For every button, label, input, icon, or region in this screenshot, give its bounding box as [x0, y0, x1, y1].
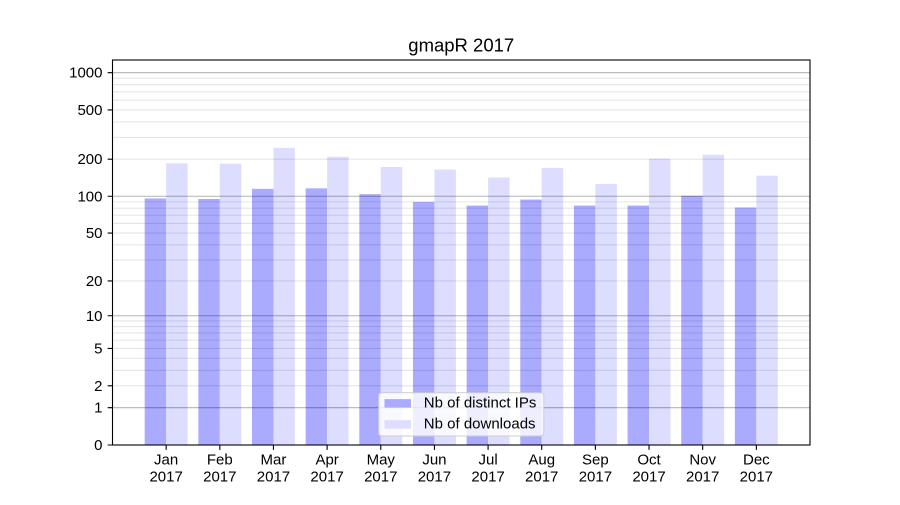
- svg-text:2017: 2017: [471, 469, 504, 486]
- svg-text:2017: 2017: [740, 469, 773, 486]
- svg-text:20: 20: [86, 273, 103, 290]
- svg-text:2017: 2017: [686, 469, 719, 486]
- svg-text:Dec: Dec: [743, 451, 770, 468]
- svg-text:2017: 2017: [203, 469, 236, 486]
- svg-text:Nov: Nov: [689, 451, 716, 468]
- svg-text:May: May: [367, 451, 396, 468]
- svg-text:Jan: Jan: [154, 451, 178, 468]
- svg-text:100: 100: [77, 188, 102, 205]
- svg-text:Apr: Apr: [315, 451, 338, 468]
- svg-text:Mar: Mar: [261, 451, 287, 468]
- svg-text:Nb of distinct IPs: Nb of distinct IPs: [424, 395, 537, 412]
- svg-text:50: 50: [86, 225, 103, 242]
- svg-text:1000: 1000: [69, 65, 102, 82]
- svg-text:Nb of downloads: Nb of downloads: [424, 416, 536, 433]
- svg-text:5: 5: [94, 340, 102, 357]
- svg-text:2017: 2017: [149, 469, 182, 486]
- svg-text:Jul: Jul: [478, 451, 497, 468]
- svg-text:Jun: Jun: [422, 451, 446, 468]
- svg-text:2017: 2017: [632, 469, 665, 486]
- svg-text:0: 0: [94, 437, 102, 454]
- svg-text:500: 500: [77, 102, 102, 119]
- svg-text:2017: 2017: [418, 469, 451, 486]
- svg-text:200: 200: [77, 151, 102, 168]
- svg-text:2017: 2017: [525, 469, 558, 486]
- svg-text:Oct: Oct: [637, 451, 661, 468]
- svg-text:Sep: Sep: [582, 451, 609, 468]
- svg-text:10: 10: [86, 308, 103, 325]
- svg-text:2017: 2017: [310, 469, 343, 486]
- svg-text:2017: 2017: [364, 469, 397, 486]
- svg-text:1: 1: [94, 400, 102, 417]
- svg-text:2017: 2017: [257, 469, 290, 486]
- svg-text:Aug: Aug: [528, 451, 555, 468]
- svg-text:gmapR 2017: gmapR 2017: [408, 35, 514, 56]
- svg-text:2017: 2017: [579, 469, 612, 486]
- svg-text:2: 2: [94, 378, 102, 395]
- svg-text:Feb: Feb: [207, 451, 233, 468]
